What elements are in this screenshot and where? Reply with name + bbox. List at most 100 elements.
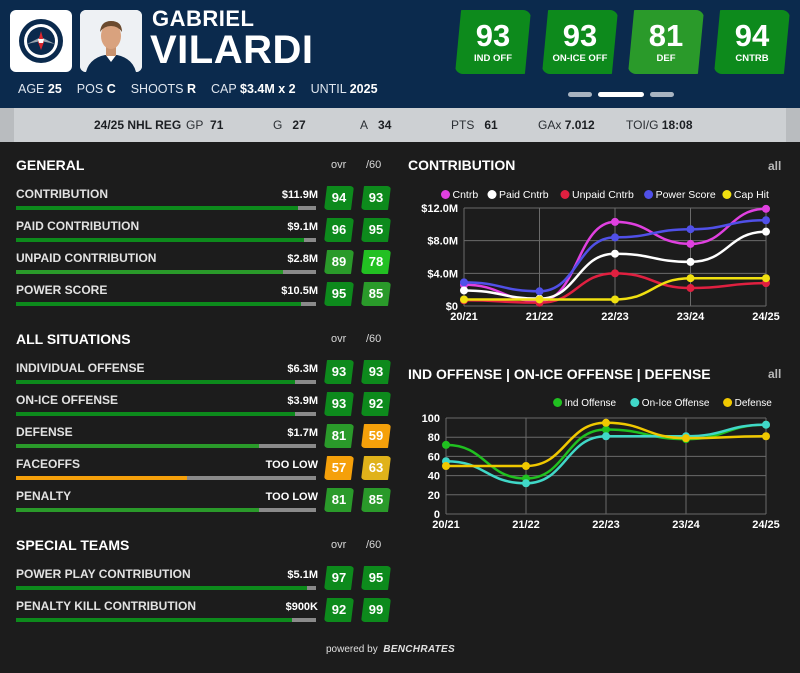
carousel-dot-2[interactable]	[598, 92, 644, 97]
carousel-dots[interactable]	[568, 92, 674, 97]
stat-pts: PTS 61	[451, 118, 498, 132]
data-point	[602, 418, 610, 427]
data-point	[611, 233, 619, 242]
data-point	[686, 274, 695, 283]
y-tick-label: $0	[446, 301, 458, 313]
rating-row: PENALTY KILL CONTRIBUTION $900K 92 99	[16, 598, 396, 630]
rating-bar-fill	[16, 586, 307, 590]
rating-row: PENALTY TOO LOW 81 85	[16, 488, 396, 520]
offense-defense-filter-all[interactable]: all	[768, 367, 782, 381]
rating-bar-fill	[16, 380, 295, 384]
y-tick-label: 20	[428, 490, 440, 502]
rating-bar-track	[16, 586, 316, 590]
x-tick-label: 24/25	[752, 311, 780, 323]
contribution-chart: Cap Hit Power Score Unpaid Cntrb Paid Cntrb…	[421, 189, 780, 323]
data-point	[460, 295, 468, 304]
rating-name: UNPAID CONTRIBUTION	[16, 251, 157, 265]
info-cap: CAP $3.4M x 2	[211, 82, 296, 96]
legend-swatch	[441, 190, 450, 199]
rating-value: $9.1M	[287, 221, 318, 233]
rating-ovr-chip: 93	[324, 360, 354, 384]
rating-bar-fill	[16, 238, 304, 242]
data-point	[611, 269, 619, 278]
legend-swatch	[630, 398, 640, 407]
legend-swatch	[722, 190, 732, 199]
jets-logo-icon	[19, 19, 63, 63]
carousel-dot-1[interactable]	[568, 92, 592, 97]
data-point	[762, 274, 770, 283]
rating-value: $3.9M	[287, 395, 318, 407]
rating-bar-track	[16, 412, 316, 416]
offense-defense-chart: Defense On-Ice Offense Ind Offense 0 20 40 60 8…	[422, 398, 780, 531]
rating-row: POWER SCORE $10.5M 95 85	[16, 282, 396, 314]
data-point	[535, 287, 544, 296]
rating-bar-track	[16, 380, 316, 384]
rating-row: ON-ICE OFFENSE $3.9M 93 92	[16, 392, 396, 424]
rating-ovr-chip: 92	[324, 598, 354, 622]
contribution-filter-all[interactable]: all	[768, 159, 782, 173]
season-stat-bar: 24/25 NHL REG GP 71 G 27 A 34 PTS 61 GAx…	[0, 108, 800, 142]
legend-label: Power Score	[656, 189, 716, 201]
rating-value: TOO LOW	[265, 491, 318, 503]
rating-per60-chip: 95	[361, 566, 391, 590]
rating-name: FACEOFFS	[16, 457, 81, 471]
column-header-ovr: ovr	[331, 159, 347, 171]
rating-name: ON-ICE OFFENSE	[16, 393, 119, 407]
rating-bar-fill	[16, 302, 301, 306]
stat-gax: GAx 7.012	[538, 118, 595, 132]
y-tick-label: 40	[428, 471, 440, 483]
column-header-per60: /60	[366, 159, 382, 171]
data-point	[602, 425, 610, 434]
section-title: ALL SITUATIONS	[16, 331, 131, 347]
legend-label: Cap Hit	[734, 189, 769, 201]
rating-name: PAID CONTRIBUTION	[16, 219, 140, 233]
data-point	[686, 225, 695, 234]
rating-row: DEFENSE $1.7M 81 59	[16, 424, 396, 456]
rating-bar-fill	[16, 412, 295, 416]
rating-ovr-chip: 97	[324, 566, 354, 590]
rating-value: $1.7M	[287, 427, 318, 439]
rating-value: $10.5M	[281, 285, 318, 297]
footer-credit: powered by BENCHRATES	[326, 644, 455, 655]
rating-name: PENALTY KILL CONTRIBUTION	[16, 599, 196, 613]
rating-bar-track	[16, 476, 316, 480]
rating-bar-track	[16, 508, 316, 512]
data-point	[686, 239, 695, 248]
data-point	[762, 420, 770, 429]
data-point	[522, 462, 530, 470]
x-tick-label: 21/22	[512, 519, 540, 531]
y-tick-label: $12.0M	[421, 203, 458, 215]
rating-bar-fill	[16, 270, 283, 274]
rating-name: POWER PLAY CONTRIBUTION	[16, 567, 191, 581]
data-point	[522, 479, 530, 488]
rating-bar-fill	[16, 508, 259, 512]
info-shoots: SHOOTS R	[130, 82, 197, 96]
data-point	[762, 216, 770, 225]
data-point	[460, 286, 468, 295]
carousel-dot-3[interactable]	[650, 92, 674, 97]
rating-ovr-chip: 95	[324, 282, 354, 306]
rating-ovr-chip: 81	[324, 424, 354, 448]
legend-label: Cntrb	[453, 189, 479, 201]
rating-per60-chip: 85	[361, 488, 391, 512]
data-point	[460, 278, 468, 287]
rating-per60-chip: 95	[361, 218, 391, 242]
y-tick-label: 0	[434, 509, 440, 521]
contribution-chart-title: CONTRIBUTION	[408, 157, 516, 173]
x-tick-label: 20/21	[432, 519, 460, 531]
legend-swatch	[553, 398, 563, 407]
rating-bar-fill	[16, 206, 298, 210]
rating-per60-chip: 78	[361, 250, 391, 274]
y-tick-label: 80	[428, 432, 440, 444]
rating-value: $900K	[285, 601, 318, 613]
rating-ovr-chip: 96	[324, 218, 354, 242]
stat-season: 24/25 NHL REG	[94, 118, 182, 132]
rating-bar-track	[16, 238, 316, 242]
rating-per60-chip: 63	[361, 456, 391, 480]
legend-swatch	[723, 398, 733, 407]
info-until: UNTIL 2025	[310, 82, 378, 96]
data-point	[442, 462, 450, 470]
player-header: GABRIEL VILARDI AGE 25 POS C SHOOTS R CA…	[0, 0, 800, 108]
data-point	[762, 204, 770, 213]
player-last-name: VILARDI	[150, 28, 314, 72]
